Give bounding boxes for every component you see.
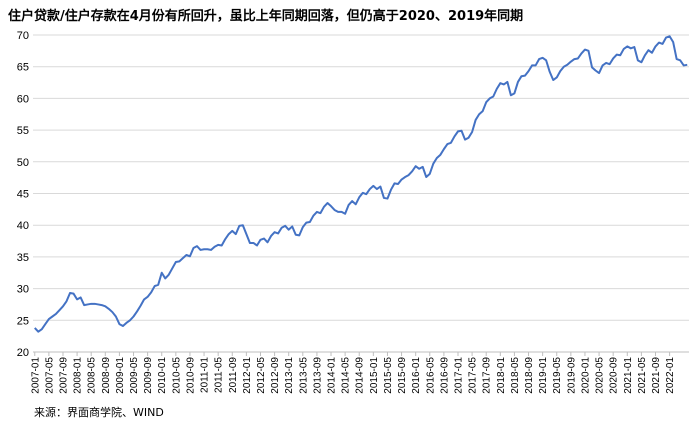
x-tick-label: 2016-09 <box>439 357 450 394</box>
x-tick-label: 2017-09 <box>482 357 493 394</box>
x-tick-label: 2015-01 <box>369 357 380 394</box>
x-tick-label: 2015-05 <box>383 357 394 394</box>
y-tick-label: 45 <box>17 189 29 201</box>
x-tick-label: 2021-01 <box>623 357 634 394</box>
y-tick-label: 30 <box>17 284 29 296</box>
source-note: 来源：界面商学院、WIND <box>34 406 164 419</box>
x-tick-label: 2022-01 <box>665 357 676 394</box>
y-tick-label: 35 <box>17 252 29 264</box>
x-tick-label: 2018-01 <box>496 357 507 394</box>
y-tick-label: 20 <box>17 347 29 359</box>
x-tick-label: 2014-01 <box>327 357 338 394</box>
x-tick-label: 2020-05 <box>595 357 606 394</box>
x-tick-label: 2011-05 <box>214 357 225 393</box>
x-tick-label: 2010-09 <box>185 357 196 394</box>
y-axis-ticks: 20 25 30 35 40 45 50 55 60 65 70 <box>17 30 29 359</box>
y-tick-label: 50 <box>17 157 29 169</box>
x-tick-label: 2009-05 <box>129 357 140 394</box>
x-tick-label: 2008-01 <box>73 357 84 394</box>
x-tick-label: 2021-05 <box>637 357 648 394</box>
x-tick-label: 2014-09 <box>355 357 366 394</box>
x-tick-label: 2012-05 <box>256 357 267 394</box>
x-tick-label: 2018-09 <box>524 357 535 394</box>
x-tick-label: 2012-09 <box>270 357 281 394</box>
y-tick-label: 65 <box>17 62 29 74</box>
x-tick-label: 2018-05 <box>510 357 521 394</box>
chart-title: 住户贷款/住户存款在4月份有所回升，虽比上年同期回落，但仍高于2020、2019… <box>8 9 524 24</box>
x-tick-label: 2013-05 <box>298 357 309 394</box>
y-tick-label: 40 <box>17 220 29 232</box>
y-tick-label: 60 <box>17 93 29 105</box>
x-tick-label: 2011-09 <box>228 357 239 393</box>
x-tick-label: 2009-09 <box>143 357 154 394</box>
x-tick-label: 2007-01 <box>30 357 41 394</box>
x-axis-ticks: 2007-01 2007-05 2007-09 2008-01 2008-05 2008-… <box>30 352 676 394</box>
x-tick-label: 2019-01 <box>538 357 549 394</box>
x-tick-label: 2014-05 <box>341 357 352 394</box>
x-tick-label: 2020-01 <box>580 357 591 394</box>
x-tick-label: 2010-01 <box>157 357 168 394</box>
series-line <box>34 35 688 333</box>
x-tick-label: 2019-09 <box>566 357 577 394</box>
x-tick-label: 2008-05 <box>87 357 98 394</box>
x-tick-label: 2011-01 <box>200 357 211 393</box>
x-tick-label: 2016-01 <box>411 357 422 394</box>
series-layer <box>34 35 688 333</box>
x-tick-label: 2017-05 <box>468 357 479 394</box>
x-tick-label: 2013-09 <box>312 357 323 394</box>
x-tick-label: 2019-05 <box>552 357 563 394</box>
x-tick-label: 2017-01 <box>453 357 464 394</box>
x-tick-label: 2008-09 <box>101 357 112 394</box>
x-tick-label: 2007-05 <box>44 357 55 394</box>
x-tick-label: 2013-01 <box>284 357 295 394</box>
x-tick-label: 2015-09 <box>397 357 408 394</box>
x-tick-label: 2021-09 <box>651 357 662 394</box>
gridlines <box>33 34 689 321</box>
x-tick-label: 2012-01 <box>242 357 253 394</box>
y-tick-label: 55 <box>17 125 29 137</box>
x-tick-label: 2009-01 <box>115 357 126 394</box>
x-tick-label: 2010-05 <box>171 357 182 394</box>
x-tick-label: 2020-09 <box>609 357 620 394</box>
y-tick-label: 70 <box>17 30 29 42</box>
x-tick-label: 2007-09 <box>58 357 69 394</box>
x-tick-label: 2016-05 <box>425 357 436 394</box>
y-tick-label: 25 <box>17 315 29 327</box>
